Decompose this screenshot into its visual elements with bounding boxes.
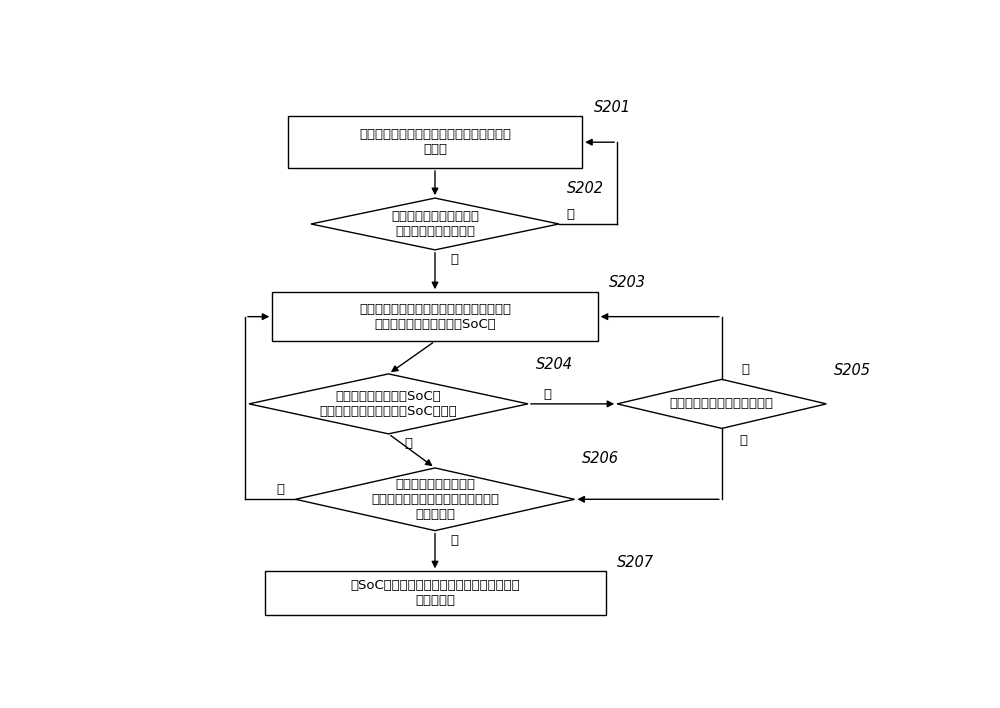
Text: 判断动力电池的静置时间
是否达到预设静置时间: 判断动力电池的静置时间 是否达到预设静置时间 [391, 210, 479, 238]
Polygon shape [249, 374, 528, 434]
Polygon shape [296, 468, 574, 530]
Text: 否: 否 [741, 363, 749, 376]
Text: 判断低动力电池单体SoC值
是否在均衡启动所要求的SoC范围内: 判断低动力电池单体SoC值 是否在均衡启动所要求的SoC范围内 [320, 390, 457, 418]
Text: S206: S206 [582, 451, 619, 467]
Text: 是: 是 [450, 253, 458, 266]
FancyBboxPatch shape [288, 116, 582, 168]
Text: S204: S204 [536, 358, 573, 372]
Text: 对SoC差异值达到预设差异值的高电量电池单
体启动均衡: 对SoC差异值达到预设差异值的高电量电池单 体启动均衡 [350, 579, 520, 607]
Text: 整车下电后静置，计时器开始对静置时间进
行计时: 整车下电后静置，计时器开始对静置时间进 行计时 [359, 128, 511, 156]
Text: S202: S202 [567, 181, 604, 196]
FancyBboxPatch shape [272, 292, 598, 341]
Polygon shape [617, 379, 826, 428]
Text: 对动力电池单体的开路电压进行监测，同时
获得各个动力电池单体的SoC值: 对动力电池单体的开路电压进行监测，同时 获得各个动力电池单体的SoC值 [359, 302, 511, 331]
Text: S203: S203 [609, 275, 646, 290]
Text: 是: 是 [739, 434, 747, 447]
Text: S207: S207 [617, 554, 654, 570]
Text: 是: 是 [404, 437, 412, 450]
Text: 否: 否 [543, 387, 551, 401]
Text: S205: S205 [834, 362, 871, 377]
Polygon shape [311, 198, 559, 250]
Text: 判断间隔时间是否达到预设值: 判断间隔时间是否达到预设值 [670, 397, 774, 411]
Text: 否: 否 [276, 483, 284, 496]
Text: 是: 是 [450, 534, 458, 547]
FancyBboxPatch shape [264, 571, 606, 615]
Text: 判断各动力电池单体与
最低动力电池单体的差异值是否达到
预设差异值: 判断各动力电池单体与 最低动力电池单体的差异值是否达到 预设差异值 [371, 478, 499, 521]
Text: S201: S201 [594, 100, 631, 115]
Text: 否: 否 [567, 207, 575, 221]
